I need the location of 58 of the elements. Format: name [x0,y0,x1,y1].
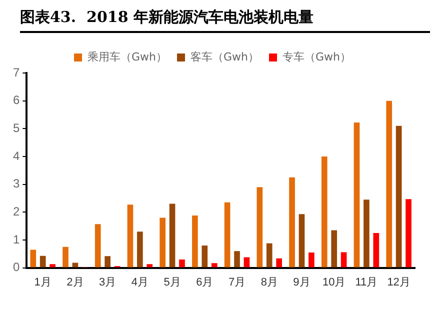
bar [104,256,110,268]
y-tick-label: 0 [12,260,20,274]
bar [256,187,263,268]
x-tick-label: 5月 [164,276,181,288]
bar [169,204,176,268]
bar [127,204,134,268]
bar [94,224,101,268]
bar [396,126,402,268]
bar [211,263,218,268]
x-tick-label: 2月 [66,276,84,288]
bar [50,264,56,268]
bar [321,156,328,268]
x-tick-label: 8月 [260,276,278,288]
bar [406,199,412,268]
y-tick-label: 3 [12,176,20,191]
bar [234,251,240,268]
bar [62,246,68,268]
bar [137,232,143,268]
bar [72,262,78,268]
bar [308,252,314,268]
chart-title: 图表43. 2018 年新能源汽车电池装机电量 [20,8,430,33]
x-tick-label: 4月 [131,276,148,288]
y-tick-label: 1 [12,232,20,246]
legend-label: 客车（Gwh） [190,50,260,64]
bar [192,215,198,268]
x-tick-label: 7月 [228,276,246,288]
legend-label: 乘用车（Gwh） [88,50,168,64]
legend-label: 专车（Gwh） [282,50,351,64]
bar [289,177,295,268]
bar [202,246,208,268]
bar [30,250,36,268]
bar [244,257,250,268]
bar [224,202,230,268]
x-tick-label: 9月 [293,276,310,288]
x-tick-label: 3月 [99,276,116,288]
bar [298,214,305,268]
x-tick-label: 10月 [322,276,346,288]
bar [266,243,272,268]
bar [331,230,338,268]
bar [354,122,360,268]
y-tick-label: 4 [12,148,20,163]
y-tick-label: 7 [12,65,20,80]
bar [160,218,166,268]
y-tick-label: 5 [12,120,20,135]
bar [276,258,282,268]
bar [179,259,185,268]
bar [40,256,46,268]
bar [373,233,380,268]
x-tick-label: 12月 [387,276,410,288]
bar [340,252,347,268]
bar [364,200,370,268]
bar [386,100,392,268]
x-tick-label: 11月 [355,276,378,288]
y-tick-label: 2 [12,204,20,218]
y-tick-label: 6 [12,93,20,108]
bar [146,264,153,268]
x-tick-label: 1月 [34,276,52,288]
x-tick-label: 6月 [196,276,214,288]
